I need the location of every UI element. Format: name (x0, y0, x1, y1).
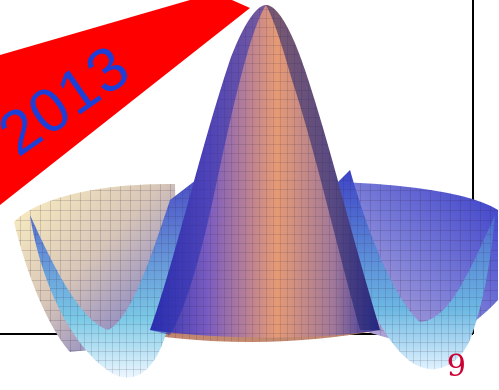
surface-peak-mesh (150, 5, 380, 338)
year-banner (0, 0, 250, 205)
page-number: 9 (446, 349, 466, 384)
valley-right-mesh (330, 170, 495, 370)
banner-ribbon (0, 0, 250, 205)
surface-plot (14, 5, 498, 378)
peak-right-shadow (266, 5, 380, 330)
peak-left-shadow (150, 5, 266, 335)
